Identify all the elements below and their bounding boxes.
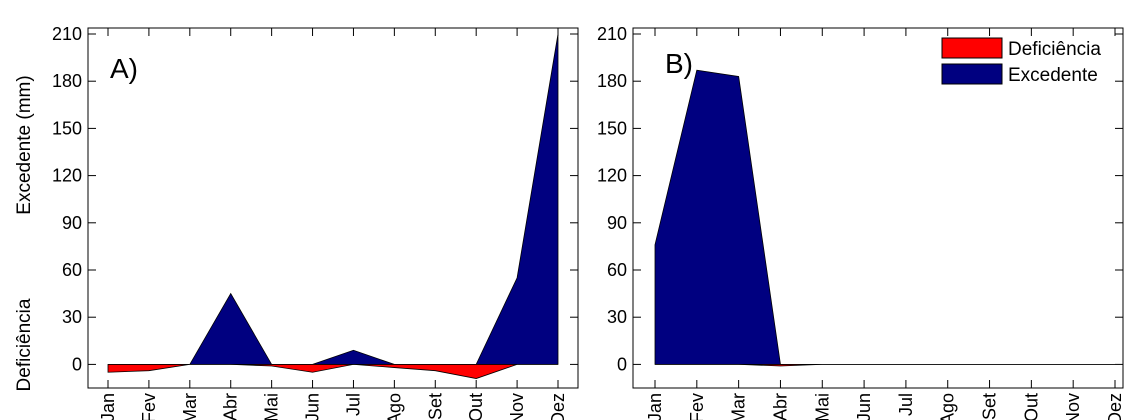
x-tick-label: Jan [98, 393, 118, 420]
y-tick-label: 0 [617, 354, 627, 374]
x-tick-label: Abr [770, 393, 790, 420]
x-tick-label: Abr [221, 393, 241, 420]
chart-panel-b [632, 27, 1124, 389]
x-tick-label: Out [466, 393, 486, 420]
y-tick-label: 180 [52, 71, 82, 91]
x-tick-label: Fev [687, 393, 707, 420]
y-tick-label: 30 [607, 307, 627, 327]
area-excedente-series [654, 69, 1115, 365]
plot-frame [632, 27, 1124, 389]
panel-label: B) [665, 48, 693, 79]
area-deficincia-series [107, 363, 558, 379]
y-tick-label: 150 [52, 118, 82, 138]
x-tick-label: Ago [938, 393, 958, 420]
x-tick-label: Set [425, 393, 445, 420]
x-tick-label: Dez [548, 393, 568, 420]
legend-label-excedente: Excedente [1008, 65, 1098, 86]
x-tick-label: Jan [645, 393, 665, 420]
x-tick-label: Mar [729, 393, 749, 420]
y-tick-label: 120 [597, 166, 627, 186]
x-tick-label: Jul [896, 393, 916, 416]
x-tick-label: Ago [384, 393, 404, 420]
y-tick-label: 210 [52, 24, 82, 44]
x-tick-label: Jun [854, 393, 874, 420]
x-tick-label: Jul [343, 393, 363, 416]
y-tick-label: 210 [597, 24, 627, 44]
legend-swatch-excedente [941, 63, 1003, 85]
x-tick-label: Mai [812, 393, 832, 420]
y-tick-label: 60 [607, 260, 627, 280]
y-tick-label: 90 [607, 213, 627, 233]
y-tick-label: 120 [52, 166, 82, 186]
x-tick-label: Nov [507, 393, 527, 420]
legend-label-deficincia: Deficiência [1008, 39, 1101, 60]
y-tick-label: 150 [597, 118, 627, 138]
y-axis-label-excedente: Excedente (mm) [14, 75, 35, 214]
y-tick-label: 0 [72, 354, 82, 374]
y-axis-label-deficiencia: Deficiência [14, 298, 35, 391]
x-tick-label: Set [980, 393, 1000, 420]
y-tick-label: 30 [62, 307, 82, 327]
area-excedente-series [108, 33, 559, 365]
x-tick-label: Out [1021, 393, 1041, 420]
x-tick-label: Mar [180, 393, 200, 420]
chart-panel-a [87, 27, 579, 389]
y-tick-label: 180 [597, 71, 627, 91]
x-tick-label: Mai [262, 393, 282, 420]
legend-swatch-deficincia [941, 37, 1003, 59]
panel-label: A) [110, 53, 138, 84]
x-tick-label: Jun [303, 393, 323, 420]
y-tick-label: 90 [62, 213, 82, 233]
plot-frame [87, 27, 579, 389]
x-tick-label: Fev [139, 393, 159, 420]
x-tick-label: Nov [1063, 393, 1083, 420]
y-tick-label: 60 [62, 260, 82, 280]
x-tick-label: Dez [1105, 393, 1125, 420]
